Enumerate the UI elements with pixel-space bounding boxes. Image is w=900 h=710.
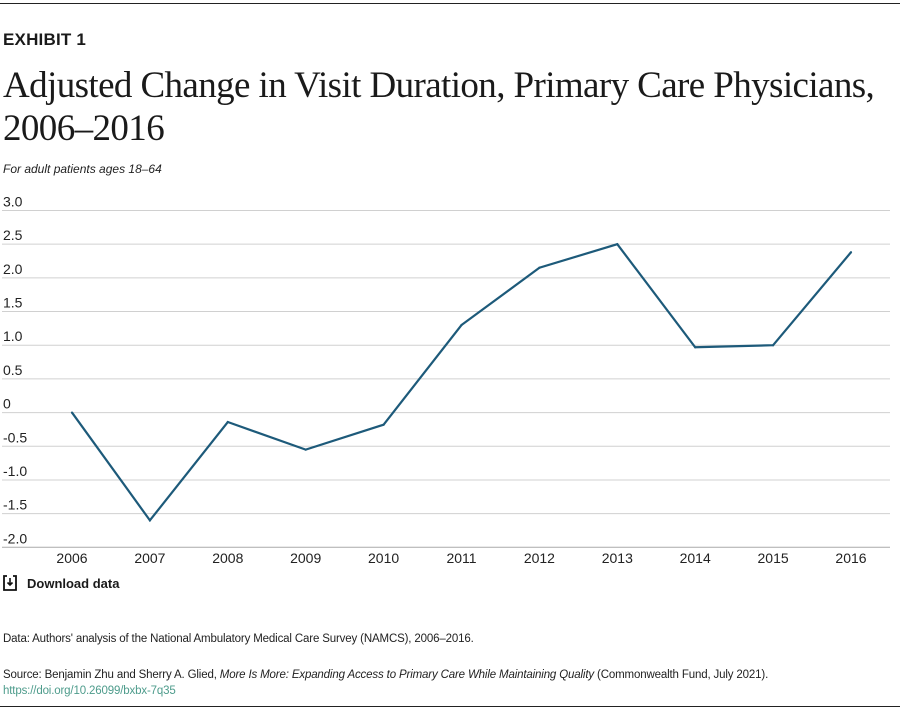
x-tick-label: 2006 — [56, 550, 87, 566]
x-tick-label: 2009 — [290, 550, 321, 566]
y-tick-label: -1.5 — [3, 497, 27, 513]
x-tick-label: 2014 — [680, 550, 711, 566]
y-axis-ticks: 3.0 2.5 2.0 1.5 1.0 0.5 0 -0.5 -1.0 -1.5 -2.0 — [3, 194, 27, 547]
x-tick-label: 2015 — [758, 550, 789, 566]
data-point-2006 — [70, 411, 74, 414]
data-point-2013 — [616, 243, 619, 246]
y-tick-label: -1.0 — [3, 463, 27, 479]
download-data-button[interactable]: Download data — [3, 575, 119, 591]
y-tick-label: 1.0 — [3, 328, 23, 344]
data-point-2011 — [460, 323, 463, 327]
data-point-2015 — [772, 344, 775, 347]
y-tick-label: 0 — [3, 396, 11, 412]
x-axis-ticks: 2006 2007 2008 2009 2010 2011 2012 2013 2014 2015… — [56, 550, 866, 566]
source-suffix: (Commonwealth Fund, July 2021). — [593, 669, 769, 681]
data-point-2010 — [382, 423, 385, 426]
line-chart: 3.0 2.5 2.0 1.5 1.0 0.5 0 -0.5 -1.0 -1.5 -2.0 2006… — [2, 194, 890, 566]
data-points — [70, 243, 853, 522]
data-point-2014 — [694, 346, 697, 349]
y-tick-label: 1.5 — [3, 295, 23, 311]
x-tick-label: 2012 — [524, 550, 555, 566]
chart-subtitle: For adult patients ages 18–64 — [3, 162, 162, 176]
download-icon — [3, 575, 17, 591]
y-tick-label: -0.5 — [3, 429, 27, 445]
x-tick-label: 2016 — [835, 550, 866, 566]
x-tick-label: 2011 — [446, 550, 476, 566]
source-note: Source: Benjamin Zhu and Sherry A. Glied… — [3, 669, 768, 681]
gridlines — [2, 210, 890, 548]
doi-link[interactable]: https://doi.org/10.26099/bxbx-7q35 — [3, 685, 176, 697]
data-point-2007 — [148, 519, 151, 522]
data-point-2008 — [226, 420, 229, 424]
y-tick-label: -2.0 — [3, 530, 27, 546]
source-title: More Is More: Expanding Access to Primar… — [219, 669, 594, 681]
series-line — [71, 242, 852, 523]
data-point-2012 — [538, 266, 541, 269]
x-tick-label: 2007 — [134, 550, 165, 566]
x-tick-label: 2010 — [368, 550, 399, 566]
source-prefix: Source: Benjamin Zhu and Sherry A. Glied… — [3, 669, 220, 681]
x-tick-label: 2008 — [212, 550, 243, 566]
data-note: Data: Authors' analysis of the National … — [3, 633, 474, 645]
y-tick-label: 0.5 — [3, 362, 23, 378]
top-rule — [0, 3, 900, 4]
x-tick-label: 2013 — [602, 550, 633, 566]
data-point-2016 — [849, 251, 853, 254]
y-tick-label: 2.0 — [3, 261, 23, 277]
page-title: Adjusted Change in Visit Duration, Prima… — [3, 65, 875, 149]
y-tick-label: 2.5 — [3, 227, 23, 243]
bottom-rule — [0, 706, 900, 707]
y-tick-label: 3.0 — [3, 194, 23, 210]
exhibit-label: EXHIBIT 1 — [3, 30, 87, 49]
download-data-label: Download data — [27, 575, 120, 591]
data-point-2009 — [304, 448, 307, 451]
